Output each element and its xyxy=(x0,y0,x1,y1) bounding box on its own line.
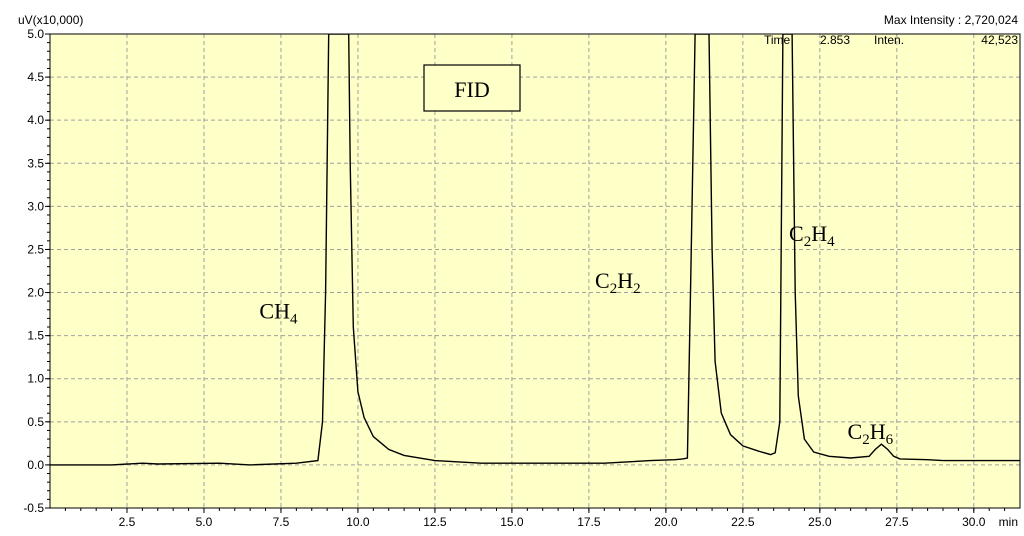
y-tick-label: 1.0 xyxy=(27,372,44,386)
detector-label-box xyxy=(423,64,521,112)
x-tick-label: 30.0 xyxy=(962,515,986,529)
x-tick-label: 5.0 xyxy=(196,515,213,529)
x-tick-label: 7.5 xyxy=(273,515,290,529)
max-intensity-label: Max Intensity : 2,720,024 xyxy=(884,13,1018,27)
x-tick-label: 12.5 xyxy=(423,515,447,529)
peak-label: CH4 xyxy=(259,298,298,327)
y-tick-label: 4.5 xyxy=(27,70,44,84)
peak-annotations: CH4 C2H2 C2H4 C2H6 xyxy=(259,221,893,448)
y-axis: -0.5 0.0 0.5 1.0 1.5 2.0 2.5 3.0 3.5 4.0 4.5 5.0 xyxy=(23,27,50,515)
time-label: Time xyxy=(764,33,791,47)
x-tick-label: 27.5 xyxy=(885,515,909,529)
y-tick-label: 3.0 xyxy=(27,199,44,213)
peak-label: C2H2 xyxy=(595,268,641,297)
x-tick-label: 15.0 xyxy=(500,515,524,529)
chromatogram-trace xyxy=(50,34,1020,466)
detector-label: FID xyxy=(454,77,489,102)
intensity-value: 42,523 xyxy=(981,33,1018,47)
y-tick-label: 4.0 xyxy=(27,113,44,127)
x-tick-label: 22.5 xyxy=(731,515,755,529)
x-tick-label: 20.0 xyxy=(654,515,678,529)
plot-border xyxy=(49,33,1021,509)
y-unit-label: uV(x10,000) xyxy=(18,13,83,27)
x-axis-label: min xyxy=(999,515,1018,529)
y-tick-label: 1.5 xyxy=(27,329,44,343)
peak-label: C2H6 xyxy=(848,419,894,448)
plot-area xyxy=(50,34,1020,508)
x-tick-label: 17.5 xyxy=(577,515,601,529)
time-value: 2.853 xyxy=(820,33,850,47)
y-tick-label: 3.5 xyxy=(27,156,44,170)
y-tick-label: 0.5 xyxy=(27,415,44,429)
x-tick-label: 10.0 xyxy=(346,515,370,529)
y-tick-label: 2.5 xyxy=(27,242,44,256)
y-tick-label: 5.0 xyxy=(27,27,44,41)
intensity-label: Inten. xyxy=(874,33,904,47)
y-tick-label: 2.0 xyxy=(27,286,44,300)
peak-label: C2H4 xyxy=(789,221,835,250)
x-tick-label: 25.0 xyxy=(808,515,832,529)
y-tick-label: 0.0 xyxy=(27,458,44,472)
grid xyxy=(50,33,1020,509)
x-tick-label: 2.5 xyxy=(119,515,136,529)
y-tick-label: -0.5 xyxy=(23,501,44,515)
